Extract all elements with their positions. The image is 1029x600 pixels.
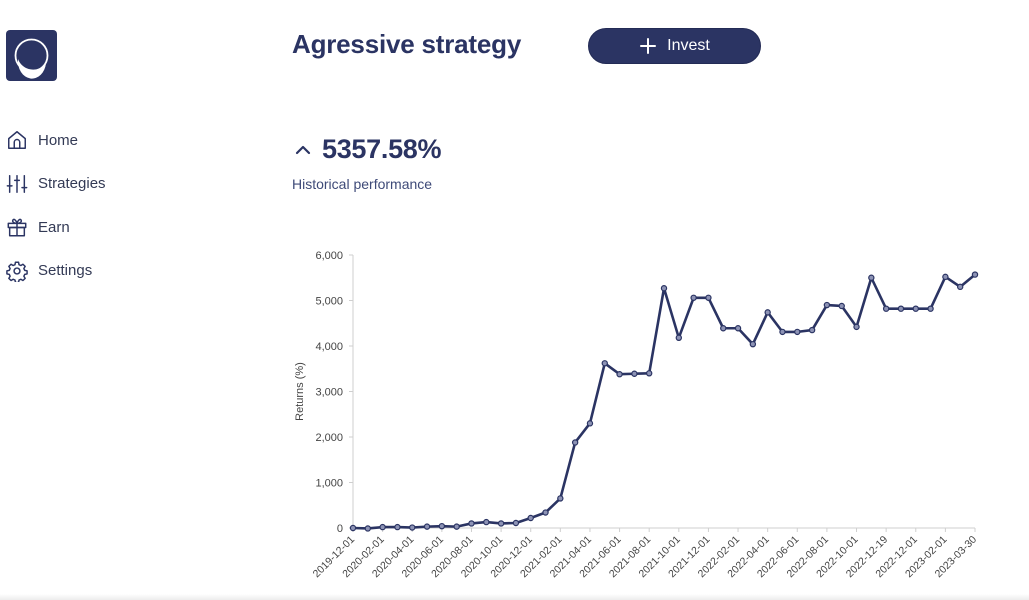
- data-point: [438, 522, 446, 530]
- data-point: [764, 309, 771, 316]
- data-point: [808, 326, 816, 334]
- data-point: [631, 370, 638, 377]
- bottom-edge: [0, 594, 1029, 600]
- data-point: [468, 520, 475, 527]
- data-point: [927, 305, 934, 312]
- y-axis-title: Returns (%): [294, 362, 306, 421]
- data-point: [616, 371, 623, 378]
- performance-summary: 5357.58%: [294, 134, 442, 165]
- y-tick-label: 6,000: [315, 250, 343, 262]
- plus-icon: [639, 37, 657, 55]
- data-point: [542, 509, 549, 516]
- data-point: [705, 294, 712, 301]
- page-title: Agressive strategy: [292, 29, 522, 59]
- data-point: [971, 271, 979, 278]
- data-point: [720, 325, 727, 332]
- sidebar-item-earn[interactable]: Earn: [5, 216, 106, 238]
- data-point: [571, 439, 579, 446]
- sidebar-item-label: Strategies: [38, 175, 106, 192]
- data-point: [497, 520, 505, 527]
- data-point: [794, 328, 801, 336]
- data-point: [749, 340, 757, 348]
- data-point: [364, 525, 372, 532]
- data-point: [483, 518, 490, 526]
- data-point: [660, 285, 668, 292]
- data-point: [897, 305, 905, 312]
- home-icon: [5, 129, 29, 151]
- y-tick-label: 2,000: [315, 432, 343, 444]
- sidebar-item-home[interactable]: Home: [5, 129, 106, 151]
- data-point: [349, 524, 357, 532]
- sliders-icon: [5, 173, 29, 195]
- data-point: [423, 523, 431, 530]
- series-line: [352, 273, 976, 530]
- y-tick-label: 0: [337, 523, 343, 535]
- performance-value: 5357.58%: [322, 134, 442, 164]
- data-point: [912, 305, 919, 312]
- gear-icon: [5, 260, 29, 282]
- data-point: [956, 283, 964, 291]
- data-point: [779, 328, 786, 336]
- sidebar-nav: Home Strategies Earn: [5, 129, 106, 303]
- data-point: [882, 305, 890, 312]
- performance-subtitle: Historical performance: [292, 176, 433, 192]
- y-tick-label: 1,000: [315, 478, 343, 490]
- data-point: [453, 523, 460, 530]
- invest-button-label: Invest: [667, 37, 710, 54]
- data-point: [823, 301, 831, 309]
- data-point: [690, 294, 697, 301]
- data-point: [601, 360, 608, 367]
- data-point: [853, 323, 860, 331]
- returns-chart: 0 1,000 2,000 3,000 4,000 5,000 6,000 Returns (…: [294, 250, 979, 580]
- app-logo[interactable]: [6, 30, 57, 81]
- sidebar-item-label: Earn: [38, 218, 70, 236]
- data-point: [394, 523, 401, 531]
- data-point: [527, 514, 534, 522]
- data-point: [675, 334, 683, 342]
- sidebar-item-label: Settings: [38, 262, 93, 279]
- data-point: [409, 524, 416, 531]
- y-tick-label: 4,000: [315, 341, 343, 353]
- data-point: [512, 519, 520, 527]
- data-point: [942, 273, 949, 281]
- crescent-moon-logo-icon: [14, 38, 49, 79]
- gift-icon: [5, 216, 29, 238]
- data-point: [557, 495, 564, 502]
- y-tick-label: 3,000: [315, 387, 343, 399]
- data-point: [645, 370, 653, 377]
- data-point: [586, 420, 594, 427]
- data-point: [734, 325, 742, 332]
- data-point: [379, 523, 386, 531]
- invest-button[interactable]: Invest: [588, 28, 761, 64]
- sidebar-item-strategies[interactable]: Strategies: [5, 173, 106, 195]
- sidebar-item-label: Home: [38, 131, 79, 149]
- sidebar-item-settings[interactable]: Settings: [5, 260, 106, 282]
- data-point: [838, 302, 845, 310]
- data-point: [868, 274, 875, 281]
- y-tick-label: 5,000: [315, 296, 343, 308]
- chevron-up-icon: [294, 141, 312, 159]
